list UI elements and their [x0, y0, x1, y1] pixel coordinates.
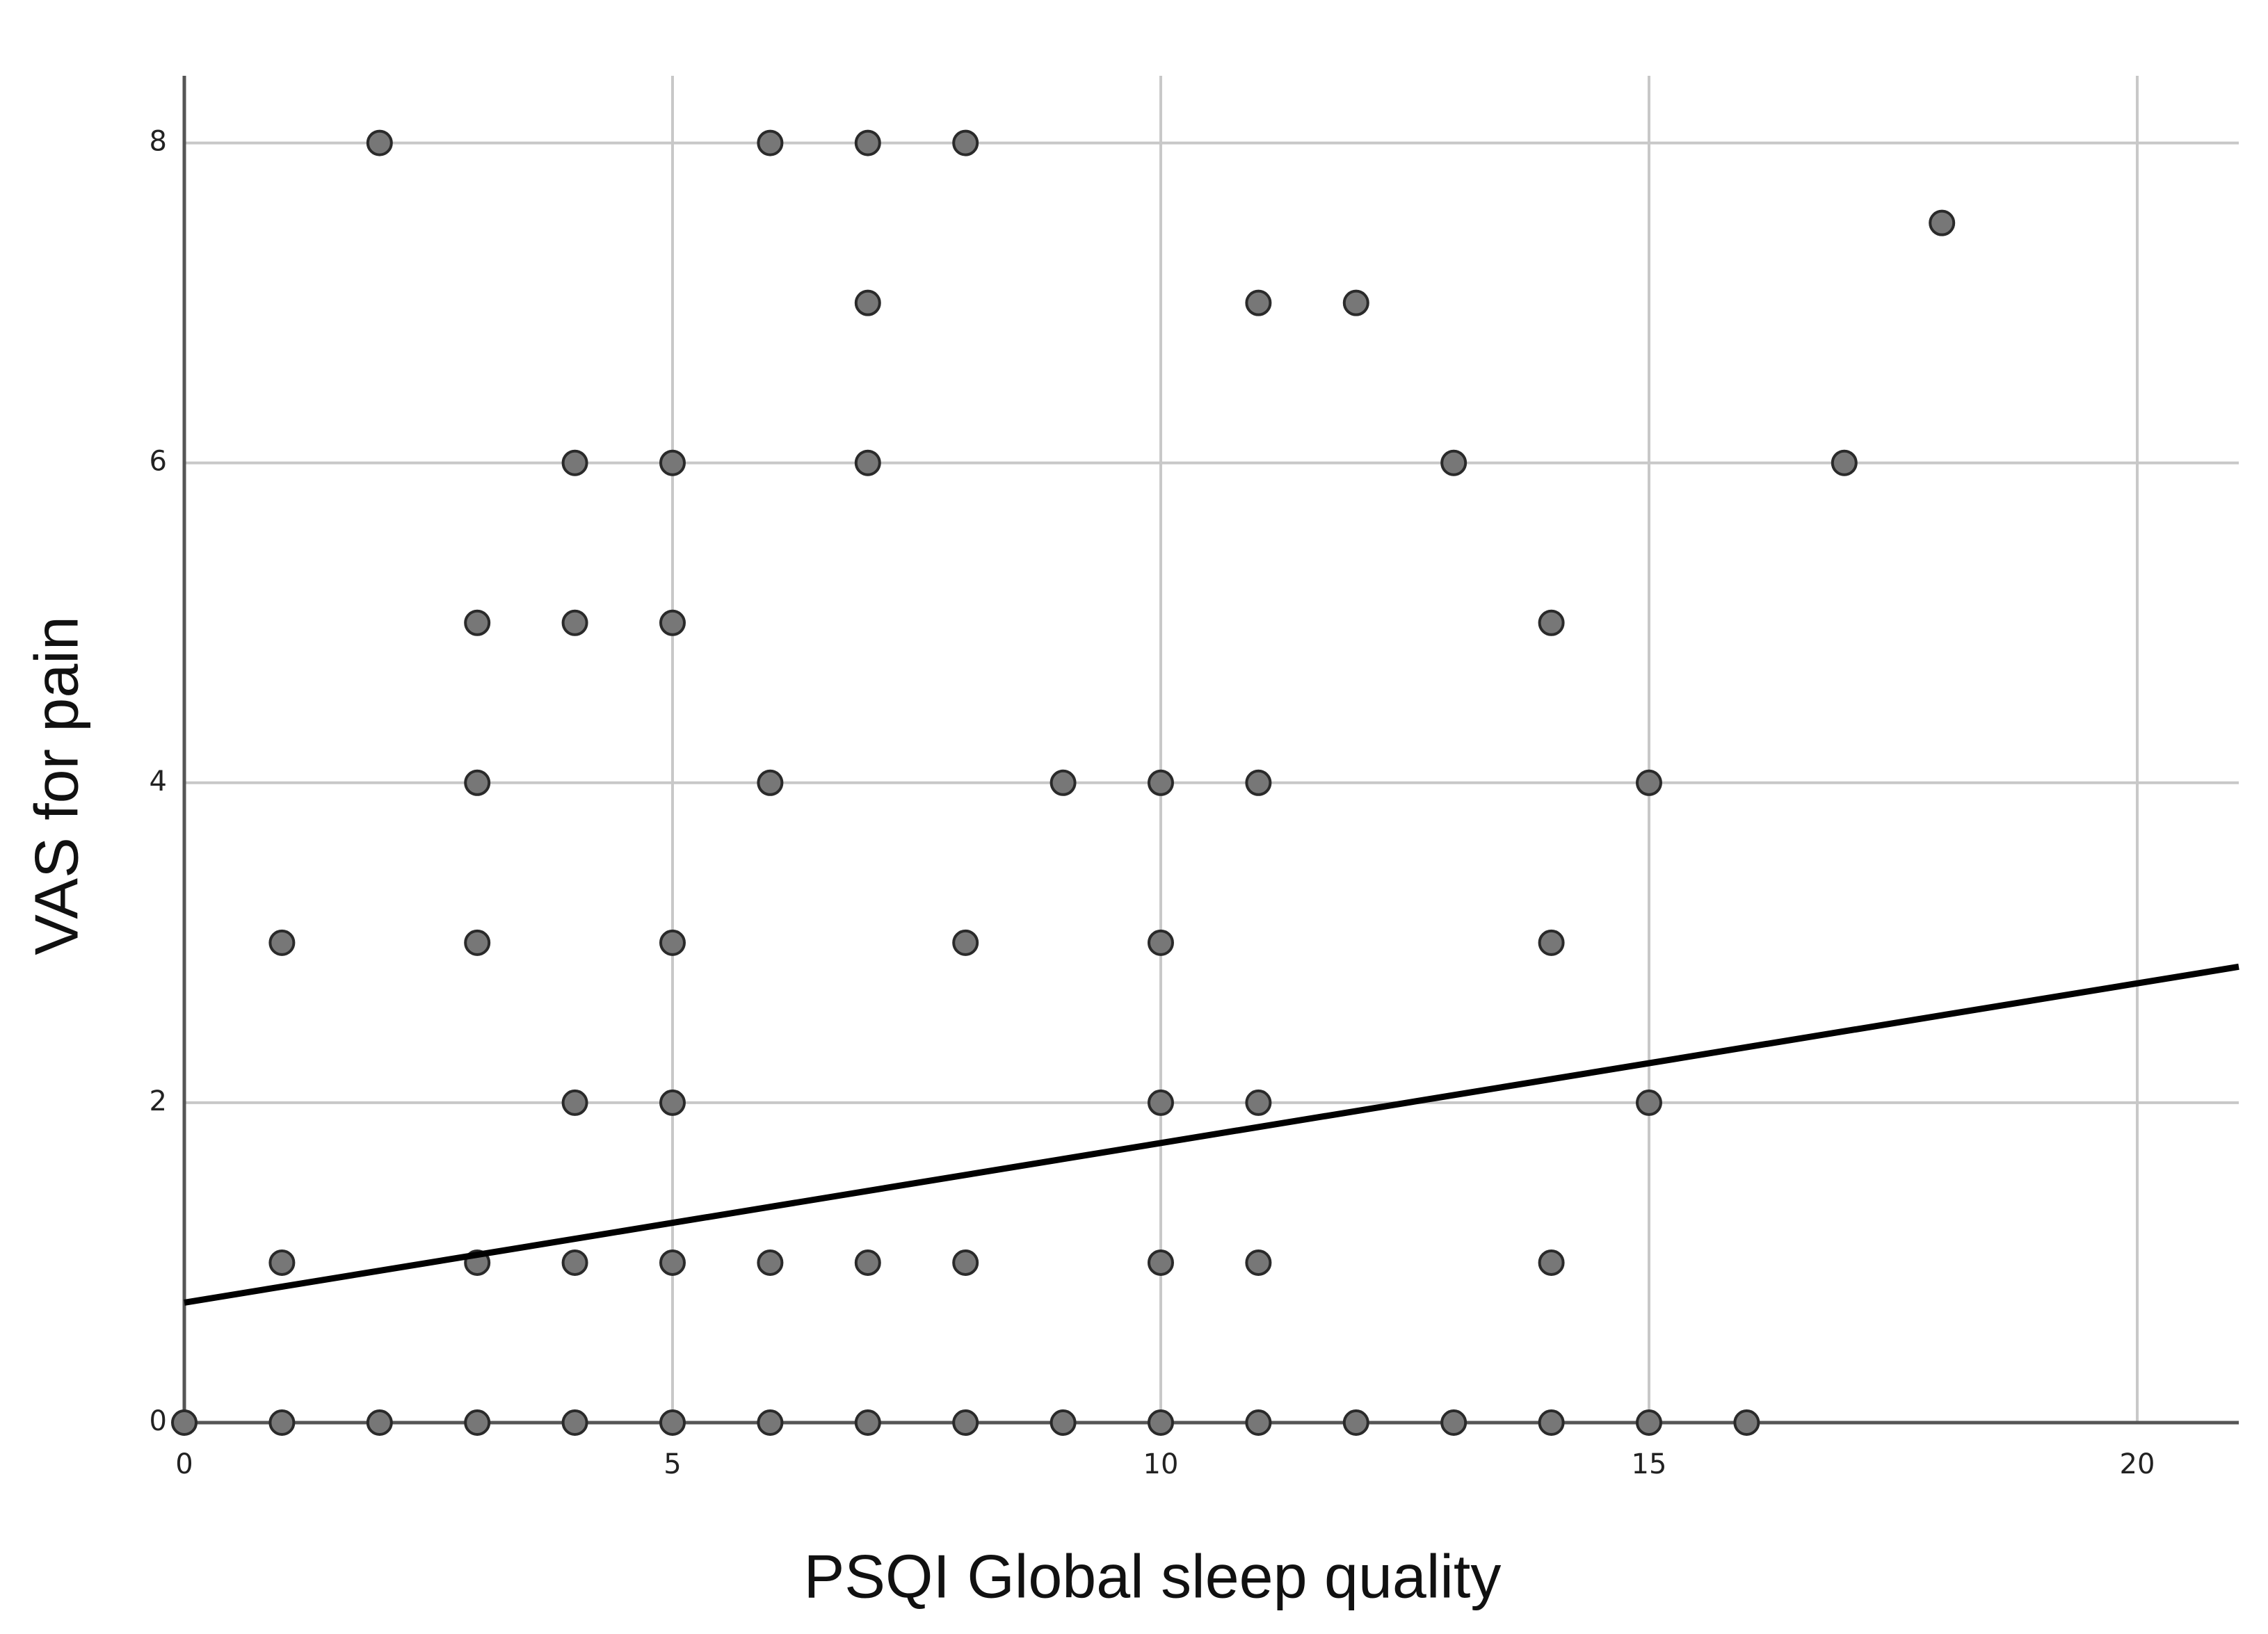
point	[1440, 449, 1467, 476]
point	[1538, 1409, 1565, 1436]
point	[1245, 289, 1272, 316]
point	[659, 1089, 686, 1116]
point	[659, 1409, 686, 1436]
point	[854, 289, 881, 316]
point	[659, 1249, 686, 1276]
point	[561, 1409, 588, 1436]
point	[171, 1409, 198, 1436]
point	[1929, 209, 1956, 236]
point	[1538, 1249, 1565, 1276]
y-tick-label: 8	[150, 126, 167, 158]
point	[1635, 1089, 1662, 1116]
point	[1635, 1409, 1662, 1436]
point	[1342, 289, 1369, 316]
point	[854, 1409, 881, 1436]
y-tick-label: 0	[150, 1405, 167, 1437]
point	[464, 609, 491, 636]
point	[561, 1249, 588, 1276]
point	[1440, 1409, 1467, 1436]
point	[464, 1409, 491, 1436]
point	[952, 929, 979, 956]
point	[1147, 769, 1174, 796]
point	[1049, 769, 1077, 796]
point	[854, 449, 881, 476]
point	[1245, 1089, 1272, 1116]
x-tick-label: 20	[2120, 1448, 2155, 1480]
x-tick-label: 0	[175, 1448, 193, 1480]
point	[1831, 449, 1858, 476]
x-tick-label: 15	[1632, 1448, 1667, 1480]
point	[952, 1409, 979, 1436]
point	[757, 1249, 784, 1276]
point	[1635, 769, 1662, 796]
point	[952, 1249, 979, 1276]
point	[1538, 609, 1565, 636]
point	[757, 769, 784, 796]
y-axis-title: VAS for pain	[22, 616, 90, 955]
fit-line	[184, 963, 2239, 1306]
point	[561, 609, 588, 636]
y-tick-label: 2	[150, 1085, 167, 1117]
point	[1538, 929, 1565, 956]
point	[659, 609, 686, 636]
point	[1147, 1409, 1174, 1436]
point	[952, 129, 979, 156]
x-tick-label: 5	[663, 1448, 681, 1480]
point	[757, 129, 784, 156]
point	[561, 449, 588, 476]
point	[268, 929, 296, 956]
point	[268, 1249, 296, 1276]
point	[1049, 1409, 1077, 1436]
point	[757, 1409, 784, 1436]
point	[366, 1409, 393, 1436]
point	[659, 929, 686, 956]
point	[659, 449, 686, 476]
y-tick-label: 6	[150, 446, 167, 478]
point	[1245, 1409, 1272, 1436]
point	[1147, 1089, 1174, 1116]
point	[1733, 1409, 1760, 1436]
point	[1245, 769, 1272, 796]
point	[464, 929, 491, 956]
x-tick-label: 10	[1143, 1448, 1179, 1480]
point	[1342, 1409, 1369, 1436]
point	[854, 1249, 881, 1276]
point	[1245, 1249, 1272, 1276]
point	[464, 769, 491, 796]
point	[366, 129, 393, 156]
point	[561, 1089, 588, 1116]
point	[1147, 1249, 1174, 1276]
point	[268, 1409, 296, 1436]
x-axis-title: PSQI Global sleep quality	[804, 1542, 1502, 1610]
y-tick-label: 4	[150, 766, 167, 798]
point	[1147, 929, 1174, 956]
point	[854, 129, 881, 156]
